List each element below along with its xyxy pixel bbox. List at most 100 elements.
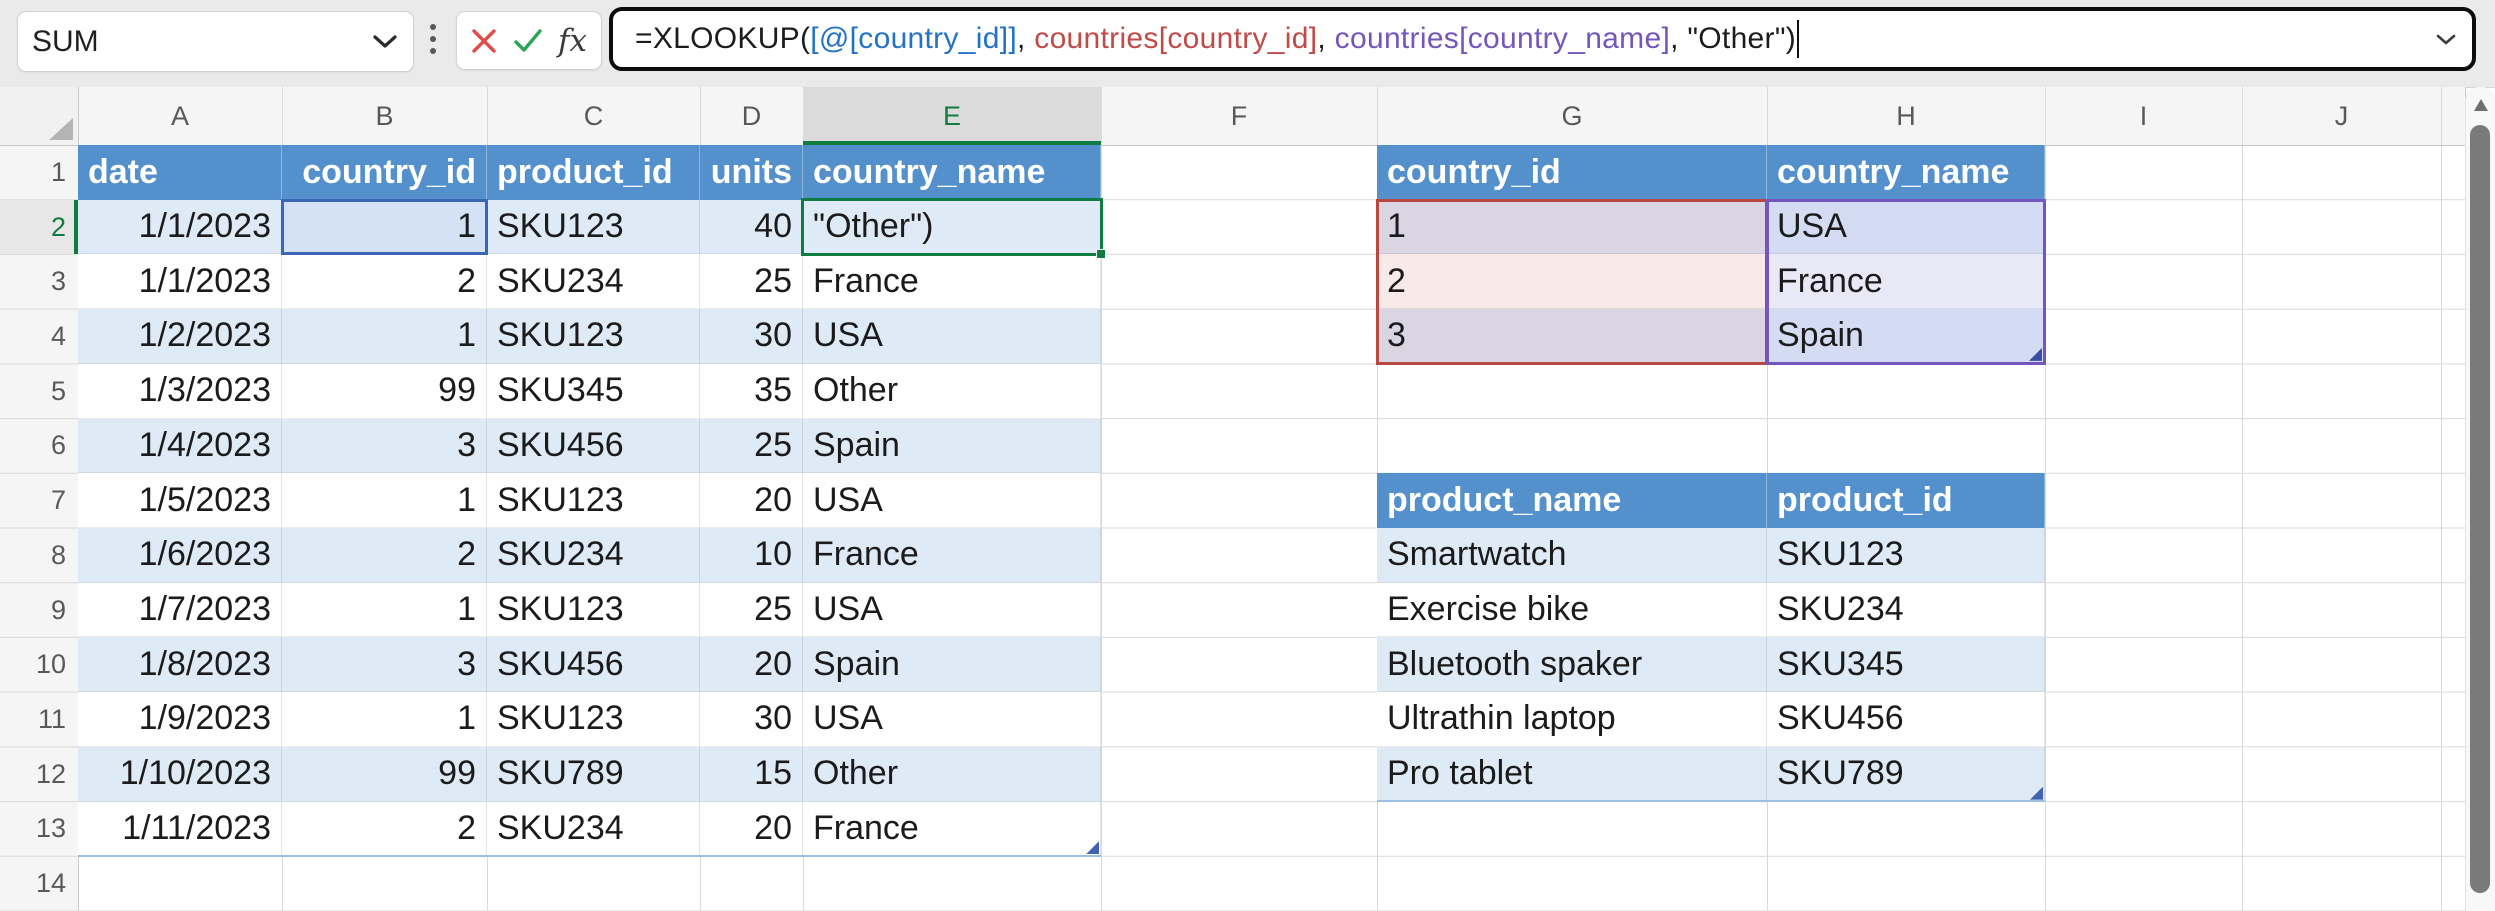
column-header-E[interactable]: E [803, 87, 1101, 145]
table-header-countries-country_id[interactable]: country_id [1377, 145, 1767, 200]
row-header-11[interactable]: 11 [37, 703, 66, 734]
cell-A12[interactable]: 1/10/2023 [78, 746, 282, 802]
table-header-sales-country_name[interactable]: country_name [803, 145, 1101, 200]
cell-D5[interactable]: 35 [700, 363, 803, 419]
cell-D8[interactable]: 10 [700, 528, 803, 583]
cell-A10[interactable]: 1/8/2023 [78, 637, 282, 693]
cell-B5[interactable]: 99 [282, 363, 487, 419]
column-header-F[interactable]: F [1230, 100, 1248, 131]
row-header-4[interactable]: 4 [50, 320, 66, 351]
cell-A5[interactable]: 1/3/2023 [78, 363, 282, 419]
cell-C13[interactable]: SKU234 [487, 801, 700, 857]
cell-E10[interactable]: Spain [803, 637, 1101, 693]
cell-A11[interactable]: 1/9/2023 [78, 692, 282, 747]
cell-A9[interactable]: 1/7/2023 [78, 582, 282, 638]
cell-G12[interactable]: Pro tablet [1377, 746, 1767, 802]
cell-A7[interactable]: 1/5/2023 [78, 473, 282, 528]
row-header-6[interactable]: 6 [50, 430, 66, 461]
name-box-dropdown-icon[interactable] [373, 35, 397, 48]
cell-H12[interactable]: SKU789 [1767, 746, 2045, 802]
cell-A3[interactable]: 1/1/2023 [78, 254, 282, 310]
row-header-2[interactable]: 2 [0, 199, 78, 255]
cell-D11[interactable]: 30 [700, 692, 803, 747]
cell-D9[interactable]: 25 [700, 582, 803, 638]
cell-G8[interactable]: Smartwatch [1377, 528, 1767, 583]
scroll-up-arrow-icon[interactable] [2474, 99, 2488, 111]
row-header-3[interactable]: 3 [50, 266, 66, 297]
row-header-13[interactable]: 13 [35, 813, 66, 844]
row-header-14[interactable]: 14 [35, 868, 66, 899]
table-header-sales-units[interactable]: units [700, 145, 803, 200]
column-header-I[interactable]: I [2139, 100, 2148, 131]
column-header-C[interactable]: C [583, 100, 604, 131]
scrollbar-thumb[interactable] [2470, 125, 2490, 893]
cell-E6[interactable]: Spain [803, 418, 1101, 474]
cell-E9[interactable]: USA [803, 582, 1101, 638]
cell-H11[interactable]: SKU456 [1767, 692, 2045, 747]
cancel-icon[interactable] [471, 28, 497, 54]
cell-H2[interactable]: USA [1767, 199, 2045, 255]
cell-A4[interactable]: 1/2/2023 [78, 309, 282, 364]
cell-A8[interactable]: 1/6/2023 [78, 528, 282, 583]
cell-E5[interactable]: Other [803, 363, 1101, 419]
cell-B13[interactable]: 2 [282, 801, 487, 857]
cell-B3[interactable]: 2 [282, 254, 487, 310]
cell-D12[interactable]: 15 [700, 746, 803, 802]
row-header-1[interactable]: 1 [50, 156, 66, 187]
formula-bar[interactable]: =XLOOKUP([@[country_id]], countries[coun… [609, 7, 2476, 71]
cell-B2[interactable]: 1 [282, 199, 487, 255]
cell-H8[interactable]: SKU123 [1767, 528, 2045, 583]
row-header-8[interactable]: 8 [50, 539, 66, 570]
table-header-products-product_id[interactable]: product_id [1767, 473, 2045, 528]
cell-B8[interactable]: 2 [282, 528, 487, 583]
cell-C8[interactable]: SKU234 [487, 528, 700, 583]
cell-B11[interactable]: 1 [282, 692, 487, 747]
cell-E7[interactable]: USA [803, 473, 1101, 528]
table-header-sales-date[interactable]: date [78, 145, 282, 200]
active-cell-fill-handle[interactable] [1096, 249, 1106, 260]
cell-E13[interactable]: France [803, 801, 1101, 857]
cell-D10[interactable]: 20 [700, 637, 803, 693]
row-header-9[interactable]: 9 [50, 594, 66, 625]
cell-G10[interactable]: Bluetooth spaker [1377, 637, 1767, 693]
cell-E4[interactable]: USA [803, 309, 1101, 364]
select-all-button[interactable] [0, 87, 78, 145]
cell-E12[interactable]: Other [803, 746, 1101, 802]
cell-D3[interactable]: 25 [700, 254, 803, 310]
cell-B4[interactable]: 1 [282, 309, 487, 364]
cell-D13[interactable]: 20 [700, 801, 803, 857]
cell-D4[interactable]: 30 [700, 309, 803, 364]
cell-G3[interactable]: 2 [1377, 254, 1767, 310]
cell-C5[interactable]: SKU345 [487, 363, 700, 419]
cell-C10[interactable]: SKU456 [487, 637, 700, 693]
cell-H4[interactable]: Spain [1767, 309, 2045, 364]
cell-G11[interactable]: Ultrathin laptop [1377, 692, 1767, 747]
formula-bar-expand-icon[interactable] [2436, 34, 2456, 45]
cell-C6[interactable]: SKU456 [487, 418, 700, 474]
cell-D6[interactable]: 25 [700, 418, 803, 474]
cell-G9[interactable]: Exercise bike [1377, 582, 1767, 638]
column-header-A[interactable]: A [170, 100, 189, 131]
cell-B7[interactable]: 1 [282, 473, 487, 528]
table-header-products-product_name[interactable]: product_name [1377, 473, 1767, 528]
cell-C11[interactable]: SKU123 [487, 692, 700, 747]
cell-A13[interactable]: 1/11/2023 [78, 801, 282, 857]
cell-D2[interactable]: 40 [700, 199, 803, 255]
cell-H9[interactable]: SKU234 [1767, 582, 2045, 638]
cell-D7[interactable]: 20 [700, 473, 803, 528]
cell-G2[interactable]: 1 [1377, 199, 1767, 255]
row-header-5[interactable]: 5 [50, 375, 66, 406]
column-header-D[interactable]: D [741, 100, 762, 131]
table-header-countries-country_name[interactable]: country_name [1767, 145, 2045, 200]
cell-H10[interactable]: SKU345 [1767, 637, 2045, 693]
cell-C3[interactable]: SKU234 [487, 254, 700, 310]
cell-E11[interactable]: USA [803, 692, 1101, 747]
cell-G4[interactable]: 3 [1377, 309, 1767, 364]
vertical-scrollbar[interactable] [2465, 87, 2495, 911]
cell-C9[interactable]: SKU123 [487, 582, 700, 638]
cell-B6[interactable]: 3 [282, 418, 487, 474]
column-header-G[interactable]: G [1561, 100, 1583, 131]
name-box[interactable]: SUM [17, 11, 414, 72]
column-header-H[interactable]: H [1896, 100, 1916, 131]
cell-E2[interactable]: "Other") [803, 199, 1101, 255]
